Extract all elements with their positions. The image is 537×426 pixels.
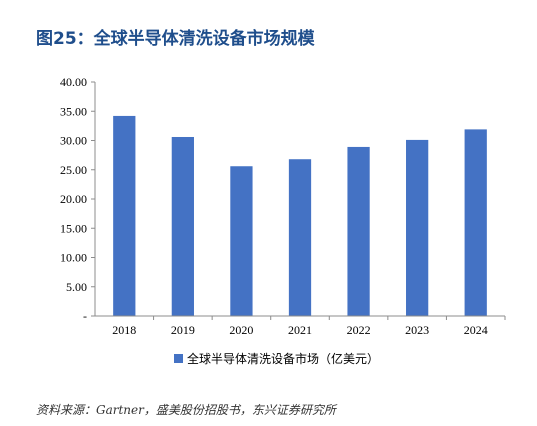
y-tick-label: - xyxy=(83,309,87,323)
x-axis: 2018 2019 2020 2021 2022 2023 2024 xyxy=(95,315,506,337)
x-tick-label: 2019 xyxy=(171,323,195,337)
bar-2020 xyxy=(230,166,253,316)
x-tick-label: 2023 xyxy=(405,323,429,337)
chart-title: 图25：全球半导体清洗设备市场规模 xyxy=(36,29,315,49)
y-tick-label: 40.00 xyxy=(60,75,87,89)
y-tick-label: 35.00 xyxy=(60,104,87,118)
y-tick-label: 5.00 xyxy=(66,280,87,294)
x-tick-label: 2024 xyxy=(464,323,488,337)
legend: 全球半导体清洗设备市场（亿美元） xyxy=(174,351,379,366)
y-tick-label: 30.00 xyxy=(60,134,87,148)
y-tick-label: 10.00 xyxy=(60,251,87,265)
x-tick-label: 2022 xyxy=(347,323,371,337)
y-tick-label: 20.00 xyxy=(60,192,87,206)
bar-2023 xyxy=(406,139,429,316)
y-tick-label: 25.00 xyxy=(60,163,87,177)
bar-2024 xyxy=(464,129,487,316)
x-tick-label: 2020 xyxy=(229,323,253,337)
y-axis: - 5.00 10.00 15.00 20.00 25.00 30.00 35.00 40.00 xyxy=(60,75,96,323)
bars xyxy=(113,115,487,317)
bar-2018 xyxy=(113,115,136,317)
x-tick-label: 2018 xyxy=(112,323,136,337)
legend-swatch xyxy=(174,354,183,363)
legend-label: 全球半导体清洗设备市场（亿美元） xyxy=(187,351,379,366)
x-tick-label: 2021 xyxy=(288,323,312,337)
y-tick-label: 15.00 xyxy=(60,221,87,235)
bar-2022 xyxy=(347,146,370,316)
bar-2019 xyxy=(171,136,194,316)
bar-2021 xyxy=(288,159,312,316)
source-note: 资料来源：Gartner，盛美股份招股书，东兴证券研究所 xyxy=(36,403,336,417)
